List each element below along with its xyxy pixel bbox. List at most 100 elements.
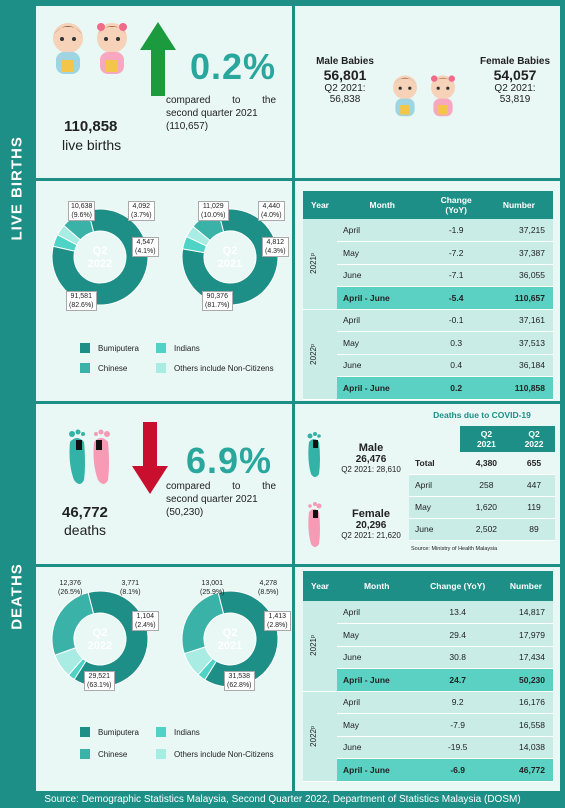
deaths-compare-line2: second quarter 2021 bbox=[166, 494, 258, 505]
births-table-year-label: 2021ᵖ bbox=[309, 253, 318, 275]
births-pct-change: 0.2% bbox=[190, 46, 277, 87]
male-deaths-value: 26,476 bbox=[355, 454, 387, 465]
births-compare-line1: compared to the bbox=[166, 95, 276, 106]
deaths-total: 46,772 bbox=[62, 504, 108, 521]
covid-cell: 119 bbox=[513, 496, 555, 519]
covid-table: Q2 2021 Q2 2022 Total 4,380 655 April 258 447 Ma… bbox=[409, 426, 555, 541]
births-table-cell: June bbox=[337, 354, 428, 377]
covid-cell: 447 bbox=[513, 474, 555, 497]
deaths-table-year-label: 2022ᵖ bbox=[309, 725, 318, 747]
center-year: 2021 bbox=[217, 640, 243, 652]
births-table-cell: -7.1 bbox=[427, 264, 485, 287]
births-gender-panel: Male Babies 56,801 Q2 2021: 56,838 Femal… bbox=[295, 6, 560, 178]
covid-header-cell: Q2 2022 bbox=[513, 426, 555, 452]
deaths-table-header-cell: Change (YoY) bbox=[416, 571, 499, 601]
deaths-table-cell: 50,230 bbox=[498, 668, 553, 692]
covid-header-cell: Q2 2021 bbox=[459, 426, 514, 452]
deaths-donut-2021-center: Q2 2021 bbox=[200, 627, 260, 653]
births-table-cell: 37,161 bbox=[484, 309, 553, 332]
covid-row: April 258 447 bbox=[409, 474, 555, 497]
births-table-cell: 0.4 bbox=[427, 354, 485, 377]
deaths-compare-line1: compared to the bbox=[166, 481, 276, 492]
legend-label: Bumiputera bbox=[98, 343, 139, 353]
male-deaths-prev: Q2 2021: 28,610 bbox=[341, 465, 401, 474]
covid-header-row: Q2 2021 Q2 2022 bbox=[409, 426, 555, 452]
deaths-table-cell: 14,817 bbox=[498, 601, 553, 624]
deaths-2021-bumi-label: 31,538 (62.8%) bbox=[224, 671, 255, 691]
legend-swatch-others bbox=[156, 363, 166, 373]
covid-row: May 1,620 119 bbox=[409, 496, 555, 519]
births-donut-panel: Q2 2022 10,638 (9.6%) 4,092 (3.7%) 4,547 … bbox=[36, 181, 292, 401]
births-table-header-cell: Change (YoY) bbox=[427, 191, 485, 219]
deaths-donut-panel: Q2 2022 12,376 (26.5%) 3,771 (8.1%) 1,104… bbox=[36, 567, 292, 791]
deaths-table-year-cell: 2022ᵖ bbox=[303, 691, 337, 782]
covid-cell: 1,620 bbox=[459, 496, 514, 519]
deaths-table-cell: 16,176 bbox=[498, 691, 553, 714]
center-q: Q2 bbox=[222, 627, 238, 639]
births-table-row: May 0.3 37,513 bbox=[303, 331, 553, 355]
deaths-table-cell: 9.2 bbox=[416, 691, 499, 714]
covid-row: Total 4,380 655 bbox=[409, 452, 555, 475]
covid-row: June 2,502 89 bbox=[409, 518, 555, 541]
births-2022-others-label: 4,092 (3.7%) bbox=[128, 201, 155, 221]
deaths-compare-text: compared to the second quarter 2021 (50,… bbox=[166, 480, 276, 519]
births-total-label: live births bbox=[62, 137, 122, 153]
baby-boy-small-icon bbox=[393, 75, 417, 117]
births-table-cell: April bbox=[337, 219, 428, 242]
sidebar-births-label: LIVE BIRTHS bbox=[8, 136, 26, 241]
births-compare-text: compared to the second quarter 2021 (110… bbox=[166, 94, 276, 133]
legend-swatch-bumiputera bbox=[80, 343, 90, 353]
births-table-row: 2022ᵖ April -0.1 37,161 bbox=[303, 309, 553, 400]
births-2021-bumi-label: 90,376 (81.7%) bbox=[202, 291, 233, 311]
female-babies-prev-label: Q2 2021: bbox=[494, 83, 536, 94]
footer-source: Source: Demographic Statistics Malaysia,… bbox=[44, 794, 521, 805]
legend-chinese: Chinese bbox=[80, 363, 127, 373]
legend-label: Indians bbox=[174, 343, 200, 353]
male-babies-prev: 56,838 bbox=[329, 94, 361, 105]
deaths-table-header-row: Year Month Change (YoY) Number bbox=[303, 571, 553, 601]
deaths-table-cell: -6.9 bbox=[416, 758, 499, 782]
births-donut-2021 bbox=[181, 208, 279, 306]
births-table-row: 2021ᵖ April -1.9 37,215 bbox=[303, 219, 553, 310]
deaths-2022-indians-label: 1,104 (2.4%) bbox=[132, 611, 159, 631]
arrow-down-icon bbox=[132, 422, 168, 494]
female-deaths-prev: Q2 2021: 21,620 bbox=[341, 531, 401, 540]
deaths-table-header-cell: Month bbox=[337, 571, 417, 601]
female-deaths-block: Female 20,296 Q2 2021: 21,620 bbox=[335, 508, 407, 540]
male-babies-title: Male Babies bbox=[316, 56, 374, 67]
births-table-header-cell: Year bbox=[303, 191, 337, 219]
covid-cell: May bbox=[409, 496, 460, 519]
deaths-table-row: June -19.5 14,038 bbox=[303, 736, 553, 759]
births-table-total-row: April - June -5.4 110,657 bbox=[303, 286, 553, 310]
births-2022-bumi-label: 91,581 (82.6%) bbox=[66, 291, 97, 311]
births-table-cell: 37,215 bbox=[484, 219, 553, 242]
legend-swatch-chinese bbox=[80, 749, 90, 759]
deaths-table-header-cell: Number bbox=[498, 571, 553, 601]
covid-title: Deaths due to COVID-19 bbox=[433, 410, 531, 420]
center-q: Q2 bbox=[222, 245, 238, 257]
center-q: Q2 bbox=[92, 627, 108, 639]
covid-source: Source: Ministry of Health Malaysia bbox=[411, 546, 498, 552]
deaths-table-cell: 17,979 bbox=[498, 623, 553, 647]
deaths-table-cell: June bbox=[337, 736, 417, 759]
deaths-table-cell: 24.7 bbox=[416, 668, 499, 692]
deaths-table-cell: -19.5 bbox=[416, 736, 499, 759]
deaths-table-header-cell: Year bbox=[303, 571, 337, 601]
deaths-table-cell: 14,038 bbox=[498, 736, 553, 759]
deaths-gender-panel: Male 26,476 Q2 2021: 28,610 Female 20,29… bbox=[295, 404, 560, 564]
legend-bumiputera: Bumiputera bbox=[80, 727, 139, 737]
covid-cell: 4,380 bbox=[459, 452, 514, 475]
legend-label: Bumiputera bbox=[98, 727, 139, 737]
legend-chinese: Chinese bbox=[80, 749, 127, 759]
deaths-2022-chinese-label: 12,376 (26.5%) bbox=[58, 580, 83, 596]
covid-cell: April bbox=[409, 474, 460, 497]
births-table-cell: April bbox=[337, 309, 428, 332]
deaths-2021-indians-label: 1,413 (2.8%) bbox=[264, 611, 291, 631]
female-babies-prev: 53,819 bbox=[499, 94, 531, 105]
deaths-table-total-row: April - June -6.9 46,772 bbox=[303, 758, 553, 782]
deaths-table-year-label: 2021ᵖ bbox=[309, 635, 318, 657]
deaths-table-cell: May bbox=[337, 623, 417, 647]
deaths-table-cell: April - June bbox=[337, 668, 417, 692]
births-table-panel: Year Month Change (YoY) Number 2021ᵖ April -1.… bbox=[295, 181, 560, 401]
births-table-row: May -7.2 37,387 bbox=[303, 241, 553, 265]
